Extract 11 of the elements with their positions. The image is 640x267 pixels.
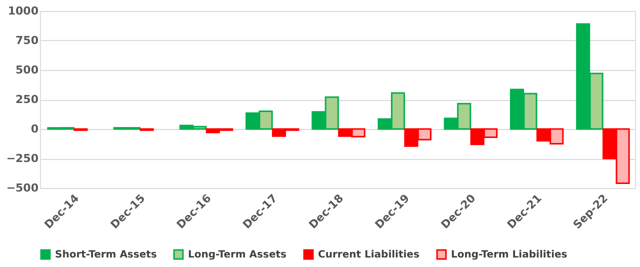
y-tick-label: −500 (6, 182, 39, 194)
legend-label: Long-Term Liabilities (451, 250, 568, 261)
legend-label: Current Liabilities (318, 250, 420, 261)
y-tick-label: 500 (16, 64, 39, 76)
y-tick-label: 0 (30, 122, 39, 136)
legend-label: Long-Term Assets (188, 250, 287, 261)
y-tick-label: 250 (16, 93, 39, 106)
legend-label: Short-Term Assets (55, 250, 157, 261)
y-tick-label: 750 (16, 34, 39, 47)
y-tick-label: −250 (6, 152, 39, 165)
y-tick-label: 1000 (8, 4, 39, 18)
